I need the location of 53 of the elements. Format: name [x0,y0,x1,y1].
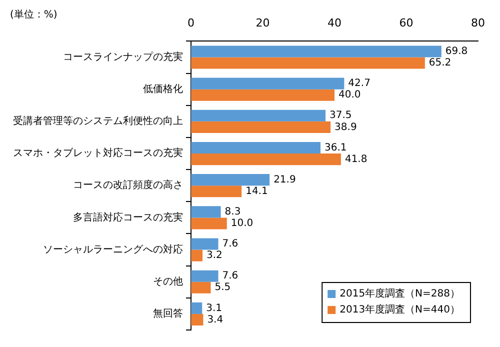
bar [191,174,270,186]
bar [191,78,344,90]
bar [191,154,341,166]
data-label: 7.6 [222,270,238,282]
x-tick-label: 40 [328,16,342,30]
data-label: 14.1 [246,186,268,197]
data-label: 3.1 [206,302,222,314]
legend-label: 2013年度調査（N=440） [340,304,460,316]
text: (単位：%) [10,8,58,21]
x-tick-label: 80 [471,16,485,30]
bar [191,218,227,230]
y-tick-label: コースの改訂頻度の高さ [73,179,183,192]
legend-label: 2015年度調査（N=288） [340,288,460,300]
y-tick-label: その他 [153,275,183,288]
data-label: 40.0 [338,90,361,101]
bar [191,186,242,198]
data-label: 37.5 [330,110,352,122]
bar [191,302,202,314]
bar [191,250,202,262]
bar [191,270,218,282]
data-label: 7.6 [222,238,238,250]
data-label: 5.5 [214,282,231,294]
data-label: 65.2 [428,58,452,69]
bar [191,282,211,294]
y-tick-label: 低価格化 [143,82,183,95]
bar [191,121,331,133]
data-label: 10.0 [230,218,254,230]
x-tick-label: 20 [256,16,270,30]
x-tick-label: 60 [399,16,414,30]
data-label: 42.7 [348,78,370,90]
bar [191,46,442,58]
data-label: 69.8 [445,46,468,58]
bar [191,57,425,69]
bar [191,89,334,101]
y-tick-label: 受講者管理等のシステム利便性の向上 [13,115,183,128]
data-label: 8.3 [224,206,241,218]
data-label: 21.9 [274,174,296,186]
y-tick-label: 無回答 [153,308,183,320]
data-label: 36.1 [324,142,347,154]
y-tick-label: コースラインナップの充実 [63,50,183,63]
y-tick-label: スマホ・タブレット対応コースの充実 [13,147,183,160]
y-tick-label: ソーシャルラーニングへの対応 [43,243,183,256]
bar [191,110,326,122]
bar [191,206,221,218]
x-tick-label: 0 [188,16,194,30]
y-tick-label: 多言語対応コースの充実 [73,211,183,224]
bar [191,142,321,154]
data-label: 3.2 [206,250,222,262]
bar [191,238,218,250]
data-label: 41.8 [344,154,368,165]
data-label: 38.9 [334,122,357,133]
bar [191,314,204,326]
data-label: 3.4 [207,314,224,326]
